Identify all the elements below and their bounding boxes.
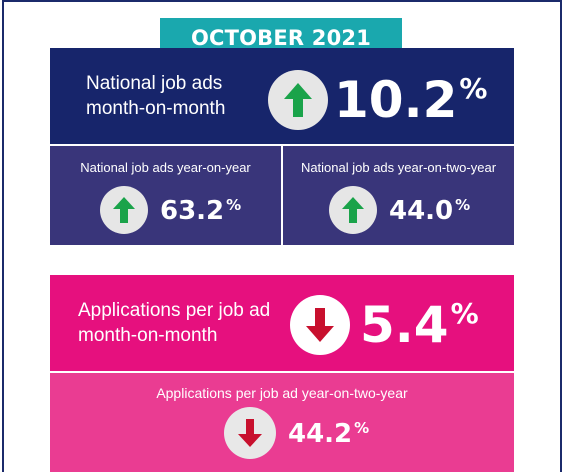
applications-mom-value: 5.4% bbox=[360, 296, 479, 354]
applications-yo2y-value: 44.2% bbox=[288, 419, 370, 449]
job-ads-yo2y-value: 44.0% bbox=[389, 196, 471, 226]
applications-yo2y-label: Applications per job ad year-on-two-year bbox=[156, 385, 408, 401]
applications-month-on-month-card: Applications per job ad month-on-month 5… bbox=[50, 275, 514, 371]
job-ads-year-on-year-card: National job ads year-on-year 63.2% bbox=[50, 146, 281, 245]
job-ads-mom-label: National job ads month-on-month bbox=[86, 73, 226, 119]
arrow-down-icon bbox=[224, 407, 276, 459]
job-ads-month-on-month-card: National job ads month-on-month 10.2% bbox=[50, 48, 514, 144]
arrow-up-icon bbox=[100, 186, 148, 234]
job-ads-yoy-label: National job ads year-on-year bbox=[80, 160, 251, 175]
job-ads-yoy-value: 63.2% bbox=[160, 196, 242, 226]
arrow-down-icon bbox=[290, 295, 350, 355]
applications-year-on-two-year-card: Applications per job ad year-on-two-year… bbox=[50, 373, 514, 472]
job-ads-mom-value: 10.2% bbox=[334, 71, 488, 129]
arrow-up-icon bbox=[329, 186, 377, 234]
job-ads-year-on-two-year-card: National job ads year-on-two-year 44.0% bbox=[283, 146, 514, 245]
applications-mom-label: Applications per job ad month-on-month bbox=[78, 300, 271, 346]
job-ads-yo2y-label: National job ads year-on-two-year bbox=[300, 160, 497, 175]
arrow-up-icon bbox=[268, 70, 328, 130]
